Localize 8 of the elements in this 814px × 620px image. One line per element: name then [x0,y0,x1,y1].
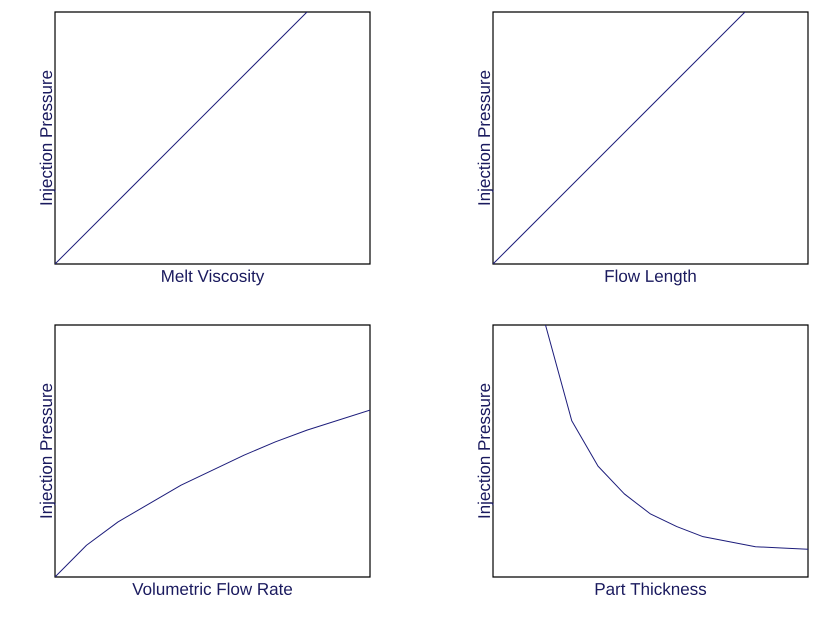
y-axis-title: Injection Pressure [478,70,494,204]
y-axis-title: Injection Pressure [40,384,56,518]
x-axis-title: Flow Length [606,270,696,286]
x-axis-title: Volumetric Flow Rate [132,582,292,596]
x-axis-title: Part Thickness [596,582,706,596]
y-axis-title: Injection Pressure [40,70,56,204]
y-axis-title: Injection Pressure [478,384,494,518]
x-axis-title: Melt Viscosity [162,270,264,286]
